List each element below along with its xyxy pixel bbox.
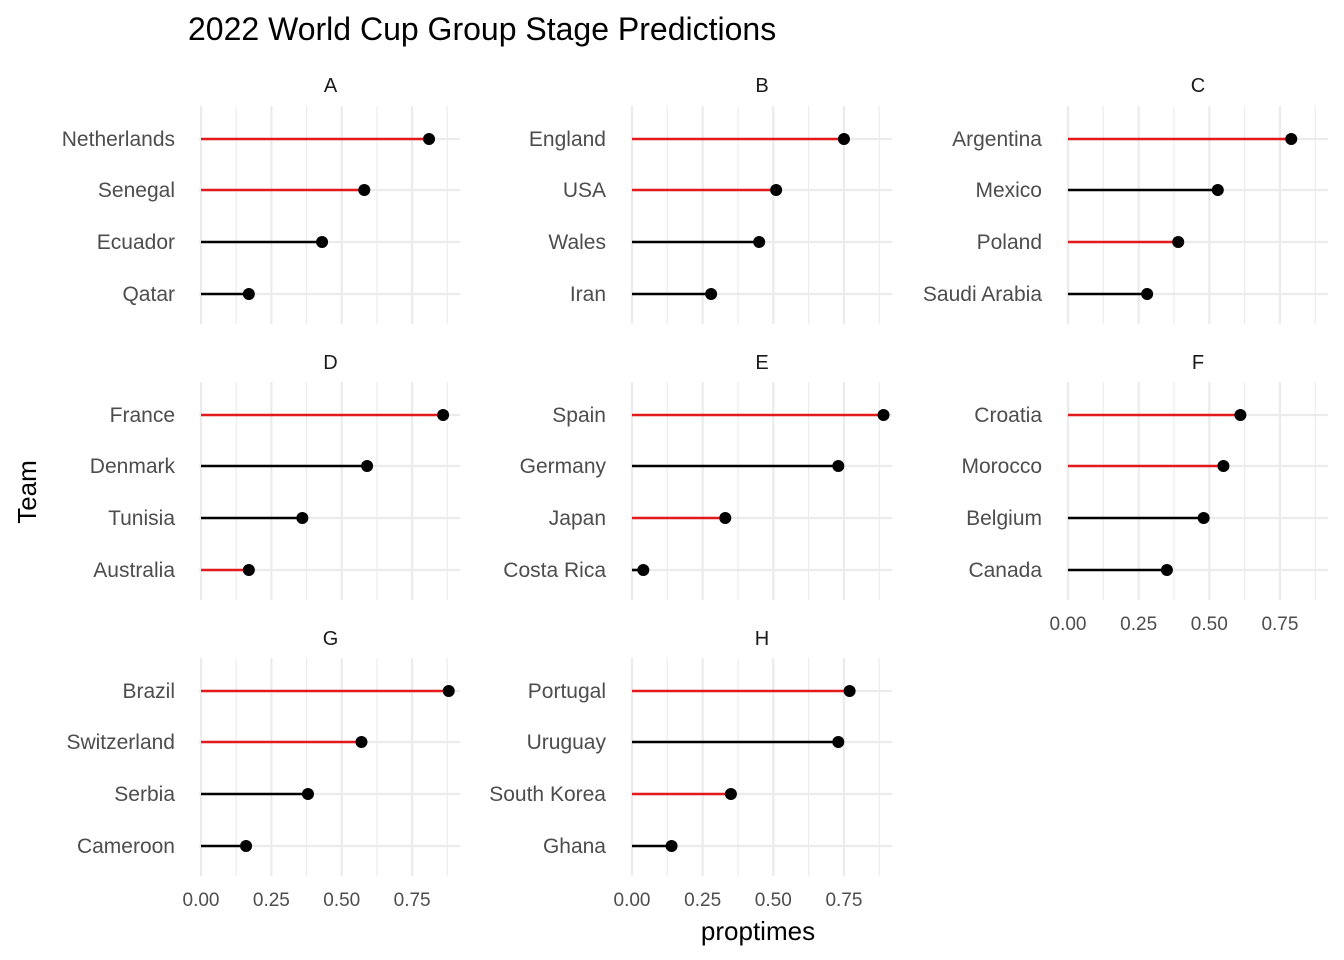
chart-title: 2022 World Cup Group Stage Predictions [188,11,776,47]
lollipop-point [665,840,678,852]
strip-label: G [323,628,339,650]
lollipop-point [242,564,255,576]
team-label: Costa Rica [503,559,606,582]
strip-label: F [1192,352,1204,374]
lollipop-point [877,409,890,421]
team-label: Tunisia [108,507,175,530]
lollipop-point [1211,184,1224,196]
lollipop-point [442,685,455,697]
panel-group-f: F Croatia Morocco Belgium Canada 0.00 0.25 0.50… [961,352,1328,635]
y-axis-title: Team [12,460,42,524]
facet-panels: A Netherlands Senegal Ecuador Qatar B England U… [62,75,1328,911]
team-label: South Korea [489,783,606,806]
x-tick-label: 0.00 [1050,614,1087,635]
strip-label: H [755,628,769,650]
lollipop-point [724,788,737,800]
x-tick-label: 0.50 [323,890,360,911]
lollipop-point [361,460,374,472]
team-label: Belgium [966,507,1042,530]
x-tick-label: 0.25 [1120,614,1157,635]
team-label: Switzerland [66,731,175,754]
team-label: Brazil [122,680,175,703]
x-tick-label: 0.50 [755,890,792,911]
lollipop-point [837,133,850,145]
x-tick-label: 0.25 [684,890,721,911]
team-label: Denmark [90,455,176,478]
x-tick-label: 0.75 [394,890,431,911]
lollipop-point [1217,460,1230,472]
team-label: Canada [968,559,1042,582]
panel-group-e: E Spain Germany Japan Costa Rica [503,352,892,600]
team-label: Morocco [961,455,1042,478]
lollipop-point [770,184,783,196]
strip-label: B [755,75,768,97]
team-label: Qatar [122,283,175,306]
lollipop-point [1172,236,1185,248]
team-label: Spain [552,404,606,427]
team-label: Mexico [975,179,1042,202]
lollipop-point [1141,288,1154,300]
lollipop-point [832,460,845,472]
lollipop-point [719,512,732,524]
lollipop-point [843,685,856,697]
team-label: Wales [548,231,606,254]
lollipop-point [316,236,329,248]
lollipop-point [437,409,450,421]
panel-group-c: C Argentina Mexico Poland Saudi Arabia [923,75,1328,324]
team-label: Iran [570,283,606,306]
team-label: Saudi Arabia [923,283,1042,306]
team-label: Uruguay [527,731,607,754]
lollipop-point [358,184,371,196]
x-axis-title: proptimes [701,916,815,946]
team-label: Japan [549,507,606,530]
lollipop-point [240,840,253,852]
team-label: Argentina [952,128,1042,151]
lollipop-point [242,288,255,300]
lollipop-point [1160,564,1173,576]
lollipop-point [832,736,845,748]
lollipop-point [301,788,314,800]
lollipop-point [705,288,718,300]
strip-label: A [324,75,338,97]
team-label: Cameroon [77,835,175,858]
lollipop-point [637,564,650,576]
lollipop-point [296,512,309,524]
x-tick-label: 0.00 [183,890,220,911]
panel-group-b: B England USA Wales Iran [529,75,892,324]
team-label: Ecuador [97,231,175,254]
team-label: Ghana [543,835,606,858]
team-label: Senegal [98,179,175,202]
panel-group-a: A Netherlands Senegal Ecuador Qatar [62,75,460,324]
lollipop-point [753,236,766,248]
team-label: Germany [520,455,607,478]
team-label: Croatia [974,404,1042,427]
lollipop-point [1234,409,1247,421]
strip-label: C [1191,75,1205,97]
team-label: Poland [977,231,1042,254]
team-label: France [110,404,175,427]
panel-group-g: G Brazil Switzerland Serbia Cameroon 0.00 0.25… [66,628,460,911]
team-label: Portugal [528,680,606,703]
x-tick-label: 0.50 [1191,614,1228,635]
team-label: Netherlands [62,128,175,151]
team-label: Australia [93,559,175,582]
panel-group-d: D France Denmark Tunisia Australia [90,352,460,600]
lollipop-point [1285,133,1298,145]
lollipop-point [1197,512,1210,524]
panel-group-h: H Portugal Uruguay South Korea Ghana 0.00 0.25… [489,628,892,911]
x-tick-label: 0.25 [253,890,290,911]
x-tick-label: 0.00 [614,890,651,911]
strip-label: E [755,352,768,374]
lollipop-point [423,133,436,145]
x-tick-label: 0.75 [1261,614,1298,635]
lollipop-point [355,736,368,748]
team-label: England [529,128,606,151]
strip-label: D [323,352,337,374]
team-label: Serbia [114,783,175,806]
team-label: USA [563,179,606,202]
x-tick-label: 0.75 [825,890,862,911]
